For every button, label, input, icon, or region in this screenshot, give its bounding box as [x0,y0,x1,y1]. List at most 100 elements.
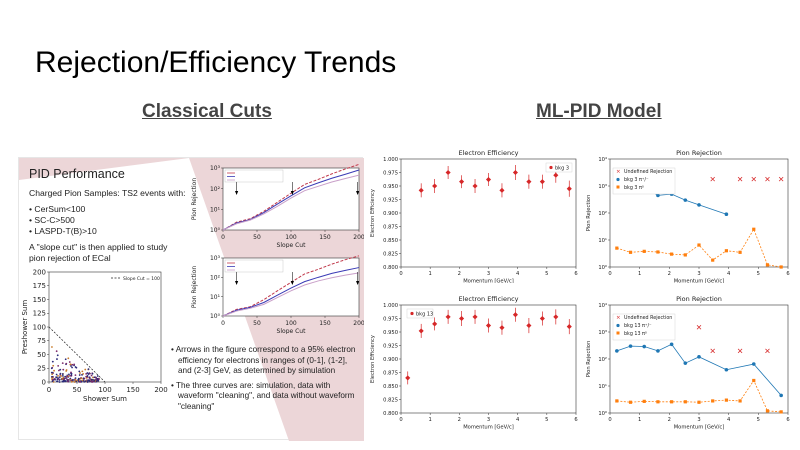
x-tick-label: 3 [487,417,490,423]
x-tick-label: 1 [638,271,641,277]
undefined-marker [710,176,715,182]
series-line [222,174,360,231]
y-tick-label: 10² [210,274,221,281]
chart-title: Electron Efficiency [458,295,518,303]
efficiency-arrow-head [290,191,294,195]
legend-marker [410,311,414,316]
scatter-point [60,375,63,377]
scatter-point [64,375,67,378]
x-tick-label: 5 [757,417,760,423]
data-point [683,400,687,404]
data-point [670,400,674,404]
x-tick-label: 6 [574,417,577,423]
y-tick-label: 10³ [210,165,221,172]
scatter-point [95,378,98,381]
x-tick-label: 0 [47,386,51,394]
data-point [615,349,619,353]
x-tick-label: 2 [458,271,461,277]
undefined-marker [696,324,702,330]
series-line [616,343,782,396]
y-tick-label: 10⁰ [598,411,607,417]
data-point [459,179,465,185]
scatter-point [61,378,64,380]
legend-box [406,308,434,319]
data-point [615,246,619,250]
legend-label: bkg 3 π⁺/⁻ [624,177,649,183]
legend-marker: × [616,315,621,321]
scatter-point [72,378,74,381]
scatter-point [93,376,96,379]
scatter-point [57,364,60,367]
scatter-point [53,369,55,372]
data-point [779,265,783,269]
x-axis-label: Shower Sum [83,395,127,403]
y-tick-label: 10⁴ [598,303,607,309]
y-tick-label: 10¹ [598,384,607,390]
data-point [724,398,728,402]
x-tick-label: 0 [399,417,402,423]
data-point [779,393,783,398]
x-tick-label: 200 [353,234,364,241]
y-tick-label: 10¹ [598,238,607,244]
data-point [697,243,701,247]
scatter-point [55,373,58,376]
data-point [752,227,756,231]
scatter-point [68,373,70,376]
scatter-point [80,377,83,380]
scatter-point [57,378,60,380]
y-tick-label: 175 [33,282,46,290]
x-tick-label: 0 [221,234,225,241]
data-point [765,409,770,413]
data-point [656,250,660,254]
y-tick-label: 0.950 [383,184,398,190]
data-point [683,198,688,202]
x-tick-label: 150 [319,234,331,241]
x-tick-label: 1 [429,271,432,277]
data-point [656,349,660,353]
undefined-marker [737,348,743,354]
data-point [642,399,646,403]
scatter-point [51,360,54,363]
chart-title: Pion Rejection [676,149,722,157]
x-axis-label: Momentum [GeV/c] [463,424,514,430]
scatter-point [91,372,94,375]
undefined-marker [737,176,743,182]
slope-cut-line [48,326,106,383]
x-tick-label: 150 [126,386,139,394]
y-tick-label: 200 [33,268,46,276]
scatter-point [58,376,61,379]
scatter-point [79,372,81,374]
efficiency-arrow-head [356,281,360,285]
x-tick-label: 50 [73,386,82,394]
scatter-point [79,380,82,383]
x-tick-label: 50 [253,320,261,327]
y-tick-label: 10² [210,186,221,193]
x-tick-label: 2 [668,271,671,277]
scatter-point [90,380,93,383]
series-line [222,267,360,317]
data-point [683,253,687,257]
ml-pid-panel: Electron Efficiency 0 1 2 3 4 5 6 0.800 0.825 0.85… [368,141,800,430]
scatter-point [75,366,78,369]
data-point [526,179,532,185]
scatter-point [63,378,65,381]
y-axis-label: Pion Rejection [191,266,198,308]
legend-marker: × [616,169,621,175]
y-tick-label: 0.950 [383,330,398,336]
scatter-point [74,377,77,380]
x-tick-label: 50 [253,234,261,241]
x-tick-label: 1 [638,417,641,423]
y-tick-label: 10¹ [210,206,221,213]
y-tick-label: 125 [33,310,46,318]
cut-item: SC-C>500 [29,215,97,226]
y-tick-label: 10⁰ [210,227,221,234]
x-axis-label: Momentum [GeV/c] [463,278,514,283]
scatter-point [96,379,99,382]
scatter-point [82,372,85,375]
pid-performance-title: PID Performance [29,167,125,181]
note-item: Arrows in the figure correspond to a 95%… [171,345,361,377]
scatter-point [51,375,53,378]
y-tick-label: 10⁰ [210,313,221,320]
scatter-point [65,362,68,365]
legend-label: bkg 3 [555,166,569,172]
